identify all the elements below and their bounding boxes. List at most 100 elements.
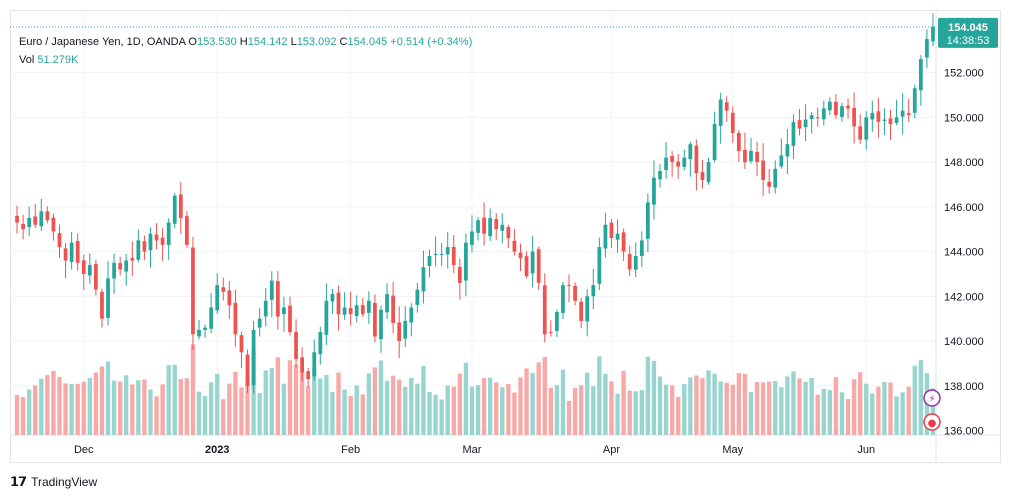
candle[interactable] [791,121,796,146]
candle[interactable] [470,231,474,245]
candle[interactable] [652,177,656,205]
candle[interactable] [743,149,747,163]
candle[interactable] [682,157,687,167]
candle[interactable] [33,216,38,225]
candle[interactable] [51,217,56,232]
candle[interactable] [366,300,371,313]
candle[interactable] [445,247,450,255]
candle[interactable] [912,88,917,113]
candle[interactable] [846,105,850,109]
candle[interactable] [688,144,693,160]
candle[interactable] [925,39,929,58]
candle[interactable] [172,195,177,224]
candle[interactable] [906,113,911,116]
candle[interactable] [730,112,735,134]
candle[interactable] [154,234,159,241]
candle[interactable] [664,157,668,170]
candle[interactable] [894,117,899,123]
candle[interactable] [931,26,935,42]
candle[interactable] [506,227,511,239]
candle[interactable] [282,307,286,315]
candle[interactable] [870,112,875,120]
candle[interactable] [918,59,923,91]
candle[interactable] [797,120,802,129]
candle[interactable] [785,144,790,157]
candle[interactable] [494,219,499,230]
candle[interactable] [409,307,414,323]
candle[interactable] [263,300,268,317]
earnings-event-icon[interactable] [923,413,941,431]
candle[interactable] [209,307,214,329]
candle[interactable] [269,280,274,300]
candle[interactable] [94,264,98,290]
candle[interactable] [548,331,553,333]
candle[interactable] [306,371,311,380]
candle[interactable] [706,162,711,183]
candle[interactable] [124,260,129,272]
candle[interactable] [45,211,50,221]
candle[interactable] [821,108,826,120]
footer-branding[interactable]: 𝟭𝟳 TradingView [10,474,97,490]
candle[interactable] [815,117,820,119]
candle[interactable] [15,215,19,223]
candle[interactable] [118,263,123,270]
candle[interactable] [518,252,523,259]
candle[interactable] [670,156,675,163]
candle[interactable] [852,107,856,127]
candle[interactable] [579,301,584,321]
candle[interactable] [354,305,359,317]
candle[interactable] [500,224,505,231]
candle[interactable] [166,222,171,246]
candle[interactable] [876,111,881,122]
candle[interactable] [191,247,195,335]
candle[interactable] [397,322,402,342]
candle[interactable] [336,292,341,315]
candle[interactable] [567,284,571,286]
candle[interactable] [75,241,80,263]
candle[interactable] [342,307,347,315]
candle[interactable] [318,332,323,355]
candle[interactable] [627,254,632,270]
candle[interactable] [724,102,729,111]
candle[interactable] [591,285,596,297]
candle[interactable] [288,305,292,333]
candle[interactable] [524,256,529,277]
candle[interactable] [585,296,590,322]
candle[interactable] [100,291,104,319]
candle[interactable] [348,307,353,315]
candle[interactable] [633,256,638,270]
candle[interactable] [112,262,116,279]
candle[interactable] [621,232,626,252]
candle[interactable] [403,320,408,339]
candle[interactable] [360,305,365,315]
candle[interactable] [148,233,153,251]
candle[interactable] [773,168,778,188]
candle[interactable] [888,118,893,125]
candle[interactable] [275,281,280,317]
candle[interactable] [809,115,814,120]
candle[interactable] [433,253,438,255]
candle[interactable] [864,117,869,140]
candle[interactable] [476,220,480,233]
candle[interactable] [840,106,844,117]
candle[interactable] [712,124,717,161]
candle[interactable] [215,285,220,311]
candle[interactable] [767,181,772,187]
candle[interactable] [69,242,74,263]
candle[interactable] [542,285,547,335]
candle[interactable] [882,119,887,121]
candle[interactable] [451,246,456,265]
candle[interactable] [294,331,298,359]
candle[interactable] [749,150,753,162]
candle[interactable] [251,329,256,386]
candle[interactable] [39,211,44,227]
candle[interactable] [373,302,377,337]
candle[interactable] [700,172,705,180]
candle[interactable] [21,223,25,230]
candle[interactable] [203,327,207,330]
candle[interactable] [300,357,305,373]
candle[interactable] [736,133,741,151]
candle[interactable] [457,267,462,283]
candle[interactable] [427,256,432,267]
candle[interactable] [227,290,232,306]
